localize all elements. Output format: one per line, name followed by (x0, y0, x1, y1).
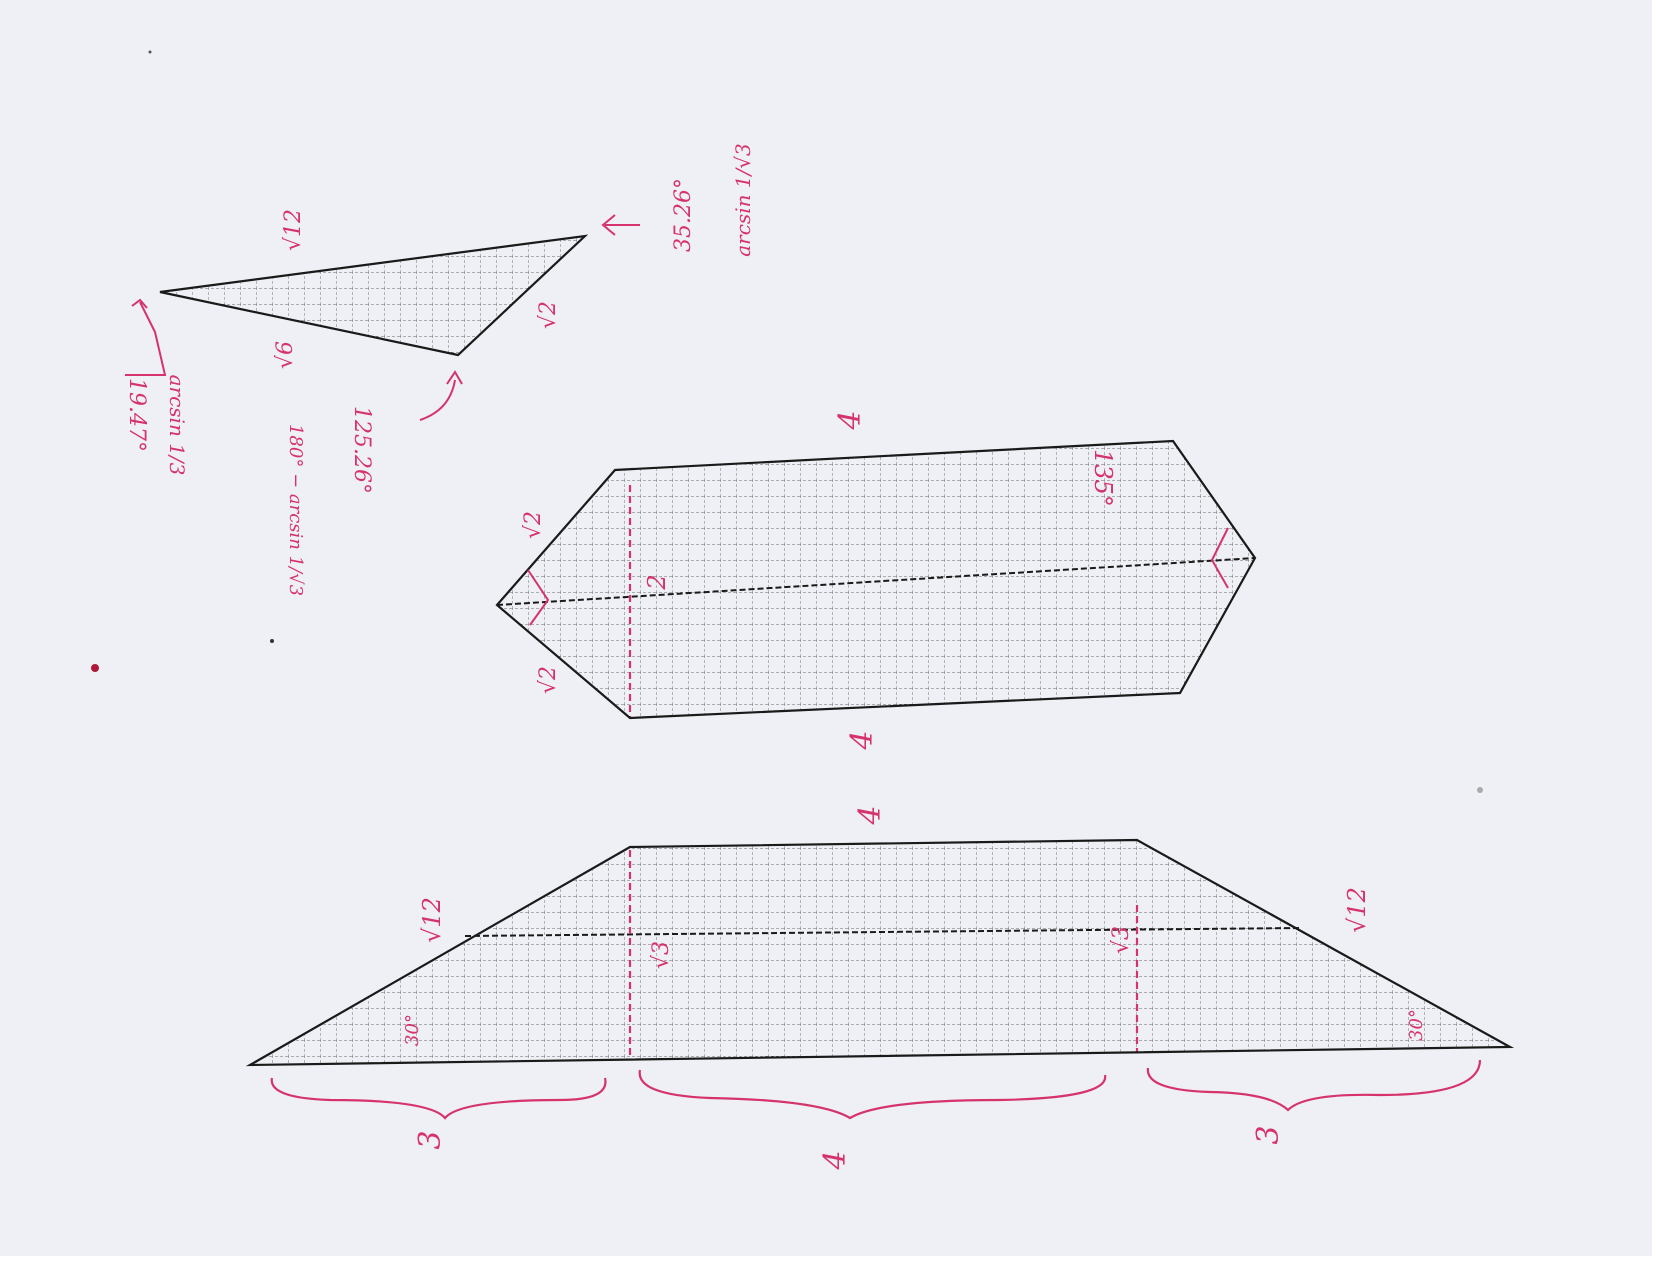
hexagon-angle-label: 135° (1089, 449, 1117, 507)
trapezoid-brace-right (1146, 1059, 1482, 1112)
trapezoid-height-right-label: √3 (1109, 926, 1134, 954)
trapezoid-angle-left-label: 30° (402, 1014, 423, 1046)
scan-speck (1477, 787, 1483, 793)
triangle-outline (159, 234, 589, 357)
trapezoid-base-middle-label: 4 (818, 1150, 853, 1170)
trapezoid-slant-right-label: √12 (1343, 887, 1371, 933)
hexagon-side-bottom-label: 4 (845, 730, 880, 750)
hexagon-side-top-label: 4 (833, 410, 868, 430)
scan-speck (91, 664, 99, 672)
triangle-bottom-angle: 125.26° (349, 406, 374, 494)
trapezoid-slant-left-label: √12 (418, 897, 446, 943)
trapezoid-side-top-label: 4 (853, 805, 888, 825)
triangle-right-formula: arcsin 1/√3 (731, 143, 755, 257)
triangle-side-right-label: √2 (536, 301, 561, 329)
triangle-right-arrowhead (601, 214, 616, 236)
hexagon-right-angle-arc (1210, 527, 1229, 589)
hexagon-left-angle-arc (527, 569, 550, 626)
hexagon-figure: 4 4 √2 √2 2 135° (495, 410, 1257, 751)
trapezoid-base-right-label: 3 (1251, 1125, 1286, 1144)
scan-speck (148, 50, 152, 54)
trapezoid-base-left-label: 3 (413, 1130, 448, 1149)
triangle-apex-formula: arcsin 1/3 (165, 375, 189, 476)
trapezoid-brace-left (270, 1077, 607, 1120)
triangle-apex-angle: 19.47° (124, 378, 149, 452)
trapezoid-height-left-label: √3 (649, 941, 674, 969)
trapezoid-angle-right-label: 30° (1406, 1009, 1427, 1041)
triangle-apex-arrowhead (131, 298, 148, 309)
triangle-apex-arrow (125, 301, 167, 376)
scan-speck (270, 639, 274, 643)
triangle-bottom-arrowhead (446, 370, 463, 385)
triangle-right-angle: 35.26° (671, 178, 696, 252)
trapezoid-midline (464, 927, 1301, 937)
triangle-bottom-arrow (419, 379, 456, 421)
hexagon-outline (495, 439, 1257, 720)
triangle-bottom-formula: 180° − arcsin 1/√3 (285, 424, 306, 596)
hexagon-inner-dim-label: 2 (643, 574, 671, 590)
hexagon-grid (497, 441, 1255, 718)
hexagon-edge-lower-left-label: √2 (536, 666, 561, 694)
triangle-side-top-label: √12 (281, 209, 306, 251)
trapezoid-brace-middle (638, 1069, 1107, 1120)
triangle-side-left-label: √6 (273, 341, 298, 369)
hexagon-edge-upper-left-label: √2 (521, 511, 546, 539)
trapezoid-outline (245, 838, 1515, 1067)
hexagon-centerline (496, 557, 1256, 606)
